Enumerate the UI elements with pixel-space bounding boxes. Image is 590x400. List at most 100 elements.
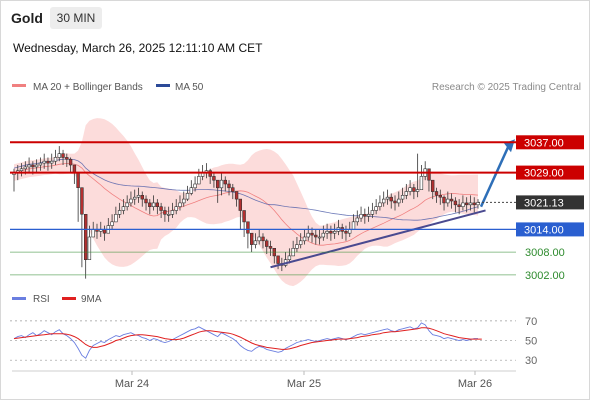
candle-body — [117, 210, 122, 215]
candle-body — [332, 231, 337, 234]
candle-body — [397, 198, 401, 204]
rsi-plot: 70 50 30 — [10, 316, 537, 367]
candle-body — [400, 195, 405, 200]
candle-body — [163, 210, 167, 215]
candle-body — [257, 236, 261, 242]
candle-body — [317, 236, 322, 239]
candle-body — [449, 198, 454, 202]
candle-body — [321, 232, 325, 238]
candle-body — [461, 202, 465, 207]
candle-body — [61, 153, 65, 158]
candle-body — [468, 202, 473, 206]
current-price-badge — [516, 195, 584, 210]
candle-body — [144, 198, 148, 204]
candle-body — [27, 164, 31, 168]
candle-body — [472, 202, 476, 206]
rsi-tick-label: 30 — [525, 355, 537, 367]
forecast-arrow — [479, 146, 510, 208]
candle-body — [148, 202, 152, 207]
candle-body — [457, 204, 461, 208]
rsi-ma-legend-swatch — [62, 297, 76, 300]
candle-body — [227, 183, 231, 189]
x-tick-label: Mar 24 — [115, 378, 149, 390]
instrument-title: Gold — [11, 10, 43, 26]
candle-body — [178, 202, 182, 207]
candle-body — [65, 157, 69, 160]
target-label: 3002.00 — [525, 270, 565, 282]
candle-body — [114, 214, 118, 223]
candle-body — [216, 179, 220, 189]
candle-body — [231, 187, 235, 192]
candle-body — [91, 229, 95, 238]
candle-body — [295, 244, 299, 249]
candle-body — [351, 221, 356, 230]
candle-body — [415, 189, 420, 192]
candle-body — [370, 210, 375, 215]
price-plot — [12, 118, 515, 287]
target-label: 3008.00 — [525, 247, 565, 259]
candle-body — [110, 221, 114, 226]
candle-body — [355, 217, 359, 223]
candle-body — [151, 202, 156, 207]
candle-body — [253, 240, 258, 245]
candle-body — [412, 187, 416, 192]
ma50-legend-label: MA 50 — [175, 82, 204, 93]
support-badge — [516, 222, 584, 237]
candle-body — [46, 160, 50, 164]
candle-body — [314, 234, 318, 238]
candle-body — [359, 214, 363, 219]
candle-body — [159, 206, 163, 211]
resistance-badge — [516, 135, 584, 150]
candle-body — [182, 198, 186, 204]
x-axis: Mar 24 Mar 25 Mar 26 — [115, 371, 492, 390]
candle-body — [287, 255, 292, 260]
candle-body — [430, 179, 435, 192]
candle-body — [219, 179, 224, 189]
candle-body — [174, 206, 178, 211]
bollinger-legend-label: MA 20 + Bollinger Bands — [33, 82, 143, 93]
candle-body — [366, 214, 371, 217]
candle-body — [268, 246, 273, 249]
ma50-legend-swatch — [156, 84, 170, 87]
candle-body — [389, 196, 393, 202]
resistance-badge — [516, 165, 584, 180]
candle-body — [57, 153, 62, 158]
candle-body — [363, 214, 367, 217]
candle-body — [434, 191, 439, 196]
rsi-legend-label: RSI — [33, 294, 50, 305]
rsi-tick-label: 50 — [525, 336, 537, 348]
candle-body — [170, 210, 175, 215]
candle-body — [140, 195, 144, 200]
candle-body — [125, 202, 129, 207]
ma20-line — [13, 163, 479, 246]
candle-body — [155, 202, 159, 207]
candle-body — [87, 236, 92, 261]
candle-body — [68, 159, 73, 166]
candle-body — [419, 176, 424, 190]
candle-body — [427, 168, 431, 181]
source-credit: Research © 2025 Trading Central — [432, 82, 581, 93]
candle-body — [197, 176, 201, 185]
trendline — [270, 209, 486, 269]
candle-body — [302, 236, 307, 242]
candle-body — [264, 240, 269, 247]
timestamp: Wednesday, March 26, 2025 12:11:10 AM CE… — [13, 41, 263, 55]
candle-body — [38, 162, 43, 166]
candle-body — [42, 160, 46, 164]
candle-body — [385, 196, 390, 200]
candle-body — [453, 200, 458, 206]
candle-body — [19, 168, 24, 172]
candle-body — [223, 179, 227, 185]
candle-body — [408, 187, 412, 192]
candle-body — [438, 195, 442, 198]
timeframe-badge[interactable]: 30 MIN — [50, 7, 102, 29]
rsi-line — [13, 322, 478, 359]
candle-body — [53, 157, 58, 162]
candle-body — [80, 187, 84, 215]
candle-body — [298, 240, 303, 245]
resistance-label: 3029.00 — [524, 168, 564, 180]
candle-body — [238, 198, 242, 211]
candle-body — [76, 172, 80, 189]
candle-body — [72, 164, 77, 173]
